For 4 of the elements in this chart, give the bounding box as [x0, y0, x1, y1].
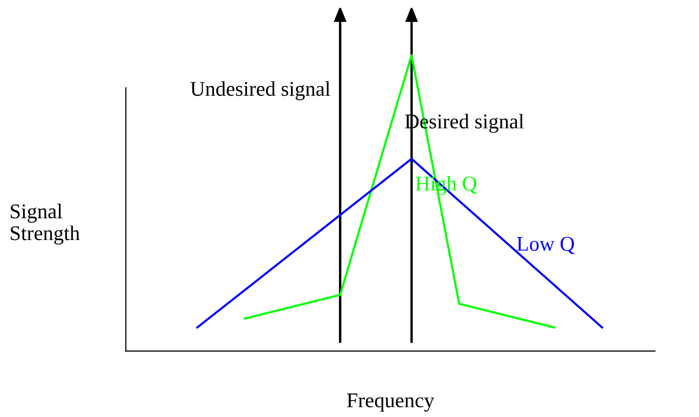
annotation: Undesired signal: [190, 81, 330, 100]
x-axis-title: Frequency: [347, 394, 434, 412]
series-label: Low Q: [516, 236, 574, 254]
y-axis-title: Signal Strength: [10, 204, 80, 245]
